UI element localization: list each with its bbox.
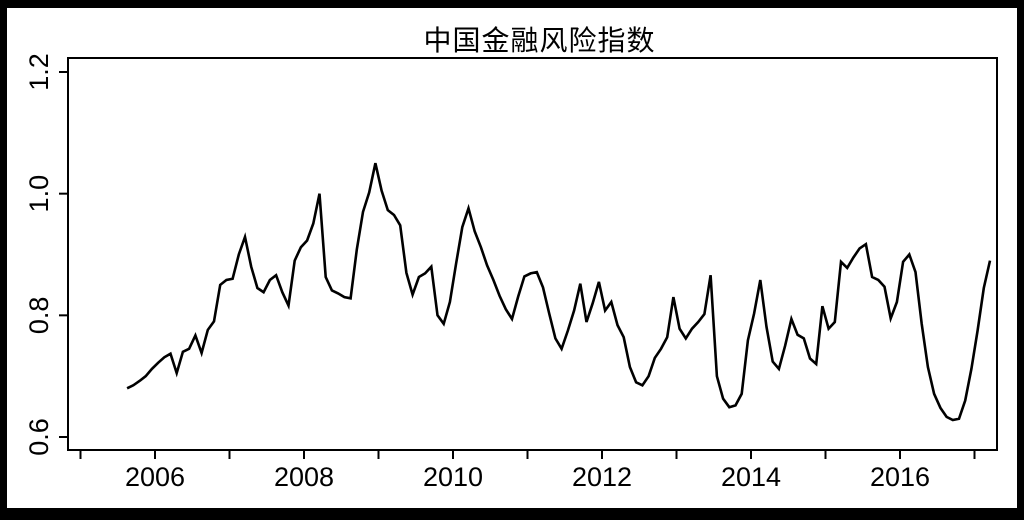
x-axis-label: 2016 bbox=[870, 462, 930, 492]
x-axis-label: 2012 bbox=[572, 462, 632, 492]
y-axis-label: 0.6 bbox=[24, 418, 54, 456]
plot-panel: 中国金融风险指数 bbox=[7, 8, 1017, 508]
y-axis-label: 0.8 bbox=[24, 297, 54, 335]
series-line bbox=[126, 162, 992, 422]
plot-box bbox=[67, 57, 998, 451]
y-axis-label: 1.0 bbox=[24, 175, 54, 213]
x-axis-label: 2006 bbox=[125, 462, 185, 492]
chart-title: 中国金融风险指数 bbox=[423, 26, 656, 57]
x-axis-label: 2010 bbox=[423, 462, 483, 492]
x-axis-label: 2014 bbox=[721, 462, 781, 492]
x-axis-label: 2008 bbox=[274, 462, 334, 492]
y-axis-label: 1.2 bbox=[24, 53, 54, 91]
